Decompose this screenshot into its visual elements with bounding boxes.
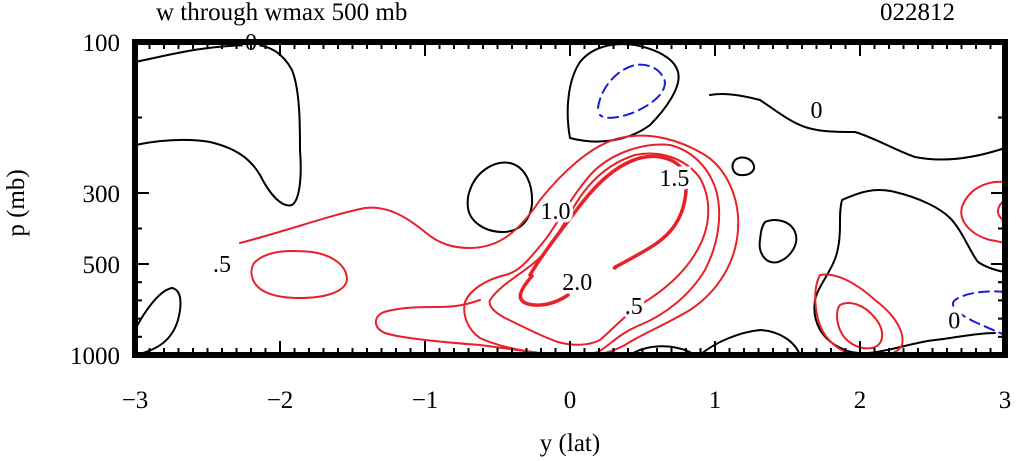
zero-contour-upper-blob [466, 161, 534, 233]
zero-contour-right [813, 189, 1006, 355]
contour-label: 0 [811, 98, 823, 124]
zero-contour-top-center [566, 43, 680, 143]
zero-contour-top-right [709, 92, 1006, 161]
zero-contour-right-mid [758, 219, 798, 264]
y-tick-label: 100 [83, 30, 121, 57]
x-tick-label: −1 [412, 387, 439, 414]
x-axis-label: y (lat) [540, 430, 600, 457]
chart-title: w through wmax 500 mb [156, 0, 407, 26]
contour-label: .5 [625, 294, 643, 320]
contour-0-5-inner [836, 302, 884, 350]
x-tick-label: −2 [267, 387, 294, 414]
y-tick-label: 300 [83, 181, 121, 208]
x-tick-label: 1 [709, 387, 722, 414]
contour-0-5-left-loop [250, 250, 348, 299]
y-axis-label: p (mb) [3, 169, 30, 236]
y-tick-label: 1000 [70, 343, 120, 370]
contour-label: .5 [213, 252, 231, 278]
contour-label: 1.0 [541, 199, 571, 225]
contour-label: 0 [948, 308, 960, 334]
negative-contours [597, 63, 1006, 336]
contour-2-0 [518, 154, 688, 307]
zero-contour-top-left [134, 43, 302, 207]
contour-2-0-tail [518, 274, 570, 307]
contour-0-5-bottom-right [814, 273, 904, 358]
zero-contour-small-loop [731, 156, 756, 177]
y-tick-label: 500 [83, 252, 121, 279]
zero-contour-bottom-left [134, 287, 182, 356]
contour-1-5 [488, 152, 710, 346]
positive-contours [239, 134, 1006, 358]
x-tick-label: 0 [564, 387, 577, 414]
contour-2-0-line [528, 154, 688, 277]
x-tick-label: −3 [122, 387, 149, 414]
contour-label: 2.0 [562, 270, 592, 296]
case-id: 022812 [880, 0, 955, 26]
contour-negative-right [952, 290, 1006, 336]
x-tick-label: 2 [854, 387, 867, 414]
contour-0-5 [239, 134, 740, 357]
contour-label: 1.5 [659, 166, 689, 192]
contour-0-5-right [960, 180, 1006, 244]
x-tick-label: 3 [999, 387, 1012, 414]
contour-negative-top [597, 63, 666, 119]
